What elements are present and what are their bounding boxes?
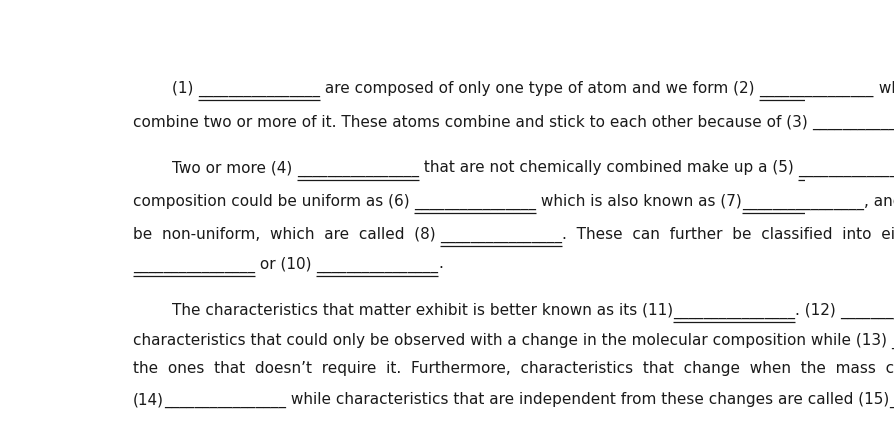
Text: , and can also: , and can also bbox=[863, 194, 894, 209]
Text: composition could be uniform as (6): composition could be uniform as (6) bbox=[132, 194, 414, 209]
Text: combine two or more of it. These atoms combine and stick to each other because o: combine two or more of it. These atoms c… bbox=[132, 114, 812, 129]
Text: ________________: ________________ bbox=[297, 162, 418, 177]
Text: ________________: ________________ bbox=[132, 258, 255, 273]
Text: characteristics that could only be observed with a change in the molecular compo: characteristics that could only be obser… bbox=[132, 333, 890, 347]
Text: while characteristics that are independent from these changes are called (15): while characteristics that are independe… bbox=[285, 392, 888, 407]
Text: (14): (14) bbox=[132, 392, 164, 407]
Text: ________________: ________________ bbox=[672, 304, 794, 319]
Text: (1): (1) bbox=[132, 81, 198, 96]
Text: ____________: ____________ bbox=[888, 393, 894, 408]
Text: are composed of only one type of atom and we form (2): are composed of only one type of atom an… bbox=[319, 81, 758, 96]
Text: ________________: ________________ bbox=[741, 195, 863, 210]
Text: ________________: ________________ bbox=[164, 393, 285, 408]
Text: _______________: _______________ bbox=[758, 82, 873, 97]
Text: the  ones  that  doesn’t  require  it.  Furthermore,  characteristics  that  cha: the ones that doesn’t require it. Furthe… bbox=[132, 361, 894, 376]
Text: .  These  can  further  be  classified  into  either  (9): . These can further be classified into e… bbox=[561, 227, 894, 242]
Text: The characteristics that matter exhibit is better known as its (11): The characteristics that matter exhibit … bbox=[132, 303, 672, 318]
Text: ________________: ________________ bbox=[414, 195, 536, 210]
Text: or (10): or (10) bbox=[255, 256, 316, 271]
Text: ________________: ________________ bbox=[198, 82, 319, 97]
Text: . (12): . (12) bbox=[794, 303, 839, 318]
Text: Two or more (4): Two or more (4) bbox=[132, 160, 297, 175]
Text: ____________: ____________ bbox=[839, 304, 894, 319]
Text: which is also known as (7): which is also known as (7) bbox=[536, 194, 741, 209]
Text: be  non-uniform,  which  are  called  (8): be non-uniform, which are called (8) bbox=[132, 227, 440, 242]
Text: ________________: ________________ bbox=[812, 115, 894, 130]
Text: ________________: ________________ bbox=[440, 228, 561, 243]
Text: that are not chemically combined make up a (5): that are not chemically combined make up… bbox=[418, 160, 797, 175]
Text: _____________: _____________ bbox=[797, 162, 894, 177]
Text: when we: when we bbox=[873, 81, 894, 96]
Text: ____________: ____________ bbox=[890, 334, 894, 349]
Text: .: . bbox=[437, 256, 443, 271]
Text: ________________: ________________ bbox=[316, 258, 437, 273]
